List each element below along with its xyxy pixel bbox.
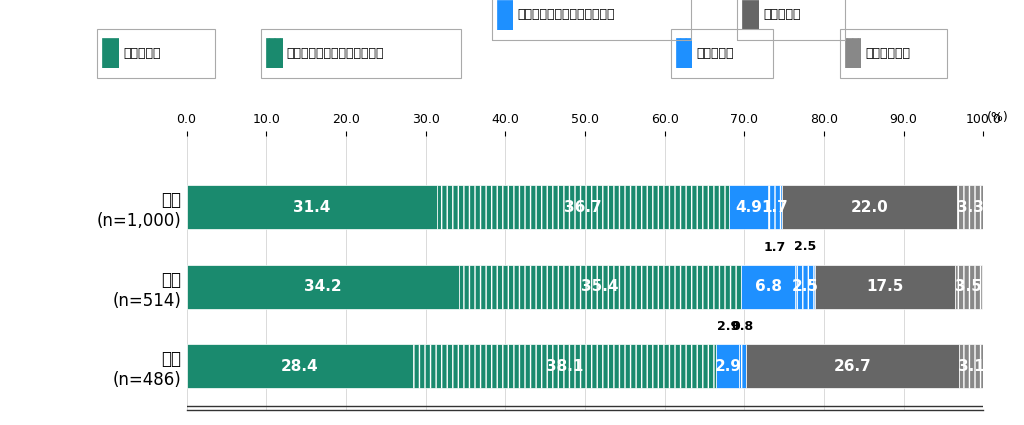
Text: 38.1: 38.1	[546, 359, 584, 374]
Text: 2.5: 2.5	[792, 279, 819, 294]
Bar	[815, 265, 954, 309]
Bar	[186, 265, 459, 309]
Bar	[413, 344, 717, 388]
Bar	[729, 185, 768, 229]
Bar	[186, 185, 436, 229]
Text: 31.4: 31.4	[293, 200, 331, 215]
Bar	[741, 265, 796, 309]
Text: 36.7: 36.7	[564, 200, 602, 215]
Text: どちらかといえば反対である: どちらかといえば反対である	[517, 8, 614, 21]
Bar	[745, 344, 958, 388]
Text: 3.1: 3.1	[957, 359, 984, 374]
Text: 0.8: 0.8	[731, 320, 754, 333]
Text: 賛成である: 賛成である	[123, 47, 161, 60]
Text: 26.7: 26.7	[834, 359, 871, 374]
Bar	[717, 344, 739, 388]
Text: どちらかといえば賛成である: どちらかといえば賛成である	[287, 47, 384, 60]
Text: 答えたくない: 答えたくない	[865, 47, 910, 60]
Bar	[796, 265, 815, 309]
Bar	[436, 185, 729, 229]
Text: 2.5: 2.5	[794, 241, 816, 253]
Text: (%): (%)	[987, 111, 1009, 124]
Text: 17.5: 17.5	[866, 279, 903, 294]
Text: 4.9: 4.9	[735, 200, 762, 215]
Text: わからない: わからない	[763, 8, 801, 21]
Text: 34.2: 34.2	[304, 279, 342, 294]
Bar	[739, 344, 745, 388]
Text: 35.4: 35.4	[582, 279, 618, 294]
Text: 6.8: 6.8	[755, 279, 781, 294]
Text: 反対である: 反対である	[696, 47, 734, 60]
Bar	[954, 265, 982, 309]
Text: 3.3: 3.3	[956, 200, 984, 215]
Text: 2.9: 2.9	[715, 359, 741, 374]
Bar	[957, 185, 983, 229]
Bar	[459, 265, 741, 309]
Text: 28.4: 28.4	[281, 359, 318, 374]
Text: 1.7: 1.7	[764, 241, 786, 254]
Bar	[186, 344, 413, 388]
Bar	[958, 344, 983, 388]
Text: 1.7: 1.7	[762, 200, 788, 215]
Bar	[781, 185, 957, 229]
Text: 2.9: 2.9	[717, 320, 739, 333]
Text: 3.5: 3.5	[955, 279, 982, 294]
Bar	[768, 185, 781, 229]
Text: 22.0: 22.0	[851, 200, 888, 215]
